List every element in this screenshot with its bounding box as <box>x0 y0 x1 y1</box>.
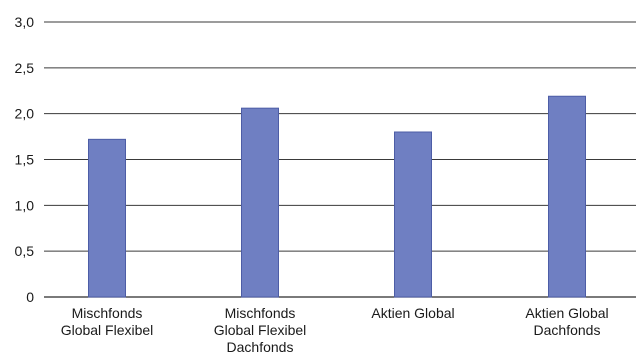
bar <box>88 138 126 298</box>
x-category-label: Mischfonds Global Flexibel <box>61 305 154 338</box>
y-tick-label: 0 <box>26 289 34 305</box>
y-tick-label: 2,5 <box>15 60 35 76</box>
x-category-label-line: Global Flexibel <box>61 322 154 338</box>
x-category-label-line: Global Flexibel <box>214 322 307 338</box>
y-tick-label: 0,5 <box>15 243 35 259</box>
x-category-label: Mischfonds Global Flexibel Dachfonds <box>214 305 307 353</box>
y-axis-tick-labels: 0 0,5 1,0 1,5 2,0 2,5 3,0 <box>15 14 35 305</box>
gridlines <box>44 21 636 298</box>
y-tick-label: 1,0 <box>15 197 35 213</box>
x-category-label-line: Dachfonds <box>227 339 294 353</box>
y-tick-label: 1,5 <box>15 152 35 168</box>
bar <box>394 131 432 298</box>
bar <box>548 95 586 298</box>
x-category-label-line: Dachfonds <box>534 322 601 338</box>
x-category-label: Aktien Global Dachfonds <box>525 305 608 338</box>
y-tick-label: 2,0 <box>15 106 35 122</box>
bars <box>88 95 586 298</box>
x-category-label-line: Mischfonds <box>72 305 143 321</box>
y-tick-label: 3,0 <box>15 14 35 30</box>
bar <box>241 107 279 298</box>
x-category-label-line: Mischfonds <box>225 305 296 321</box>
x-category-label: Aktien Global <box>371 305 454 321</box>
x-category-label-line: Aktien Global <box>371 305 454 321</box>
x-category-label-line: Aktien Global <box>525 305 608 321</box>
